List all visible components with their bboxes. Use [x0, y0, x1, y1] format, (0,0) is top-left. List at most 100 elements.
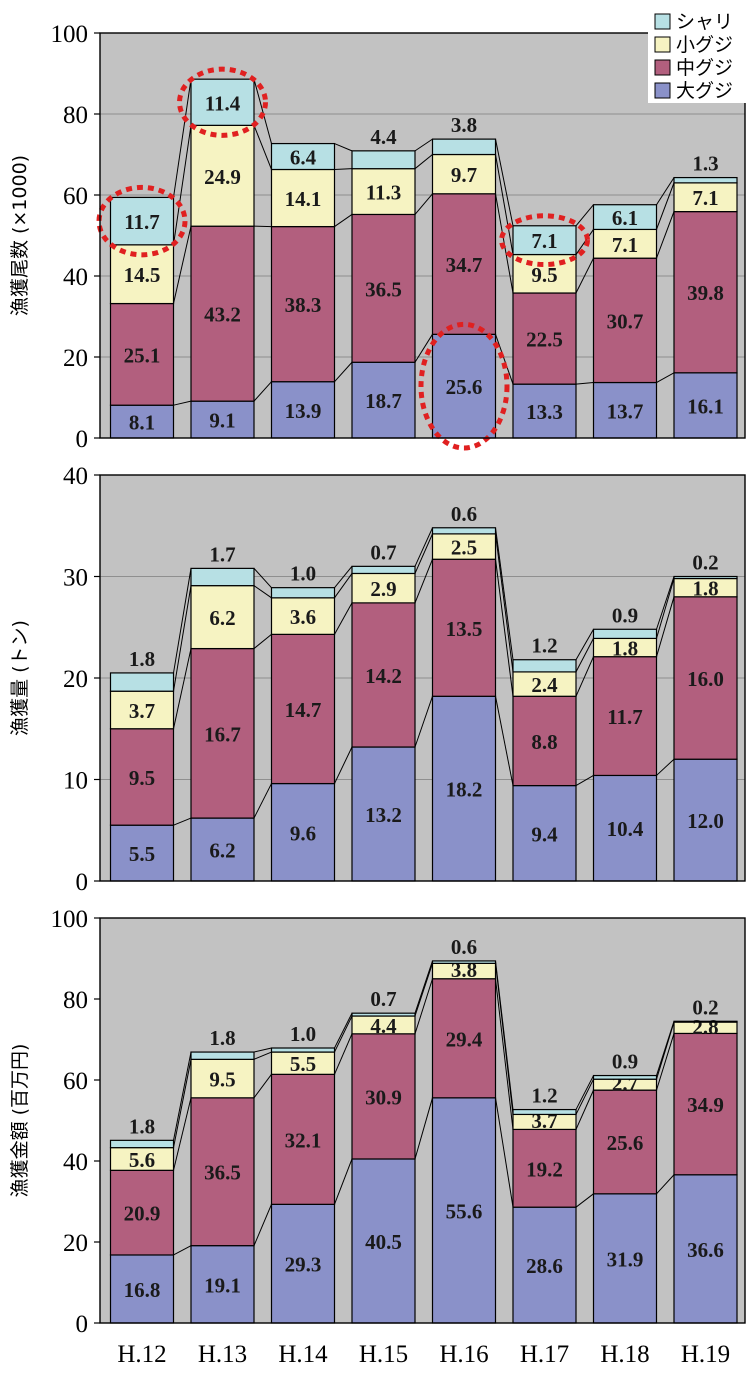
- bar-value-label-medium-H14: 14.7: [285, 698, 322, 722]
- bar-segment-shari-H12: [109, 1139, 175, 1149]
- bar-segment-shari-H19: [673, 176, 738, 184]
- bar-value-label-large-H16: 55.6: [446, 1199, 483, 1223]
- bar-segment-medium-H14: [270, 225, 336, 383]
- bar-value-label-small-H14: 5.5: [290, 1052, 316, 1076]
- legend-swatch: [654, 82, 671, 99]
- bar-segment-medium-H19: [673, 596, 738, 760]
- y-tick-label: 0: [76, 869, 89, 896]
- bar-segment-shari-H18: [592, 1074, 658, 1080]
- stack-connector-line: [173, 1097, 192, 1171]
- stack-connector-line: [575, 382, 594, 385]
- bar-value-label-large-H19: 36.6: [687, 1238, 724, 1262]
- bar-value-label-small-H16: 2.5: [451, 536, 477, 560]
- y-tick-label: 0: [76, 1311, 89, 1338]
- stack-connector-line: [575, 204, 594, 227]
- stack-connector-line: [334, 746, 353, 784]
- bar-segment-medium-H13: [190, 647, 255, 819]
- bar-value-label-shari-H14: 1.0: [290, 562, 316, 586]
- bar-segment-medium-H13: [190, 1097, 255, 1247]
- bar-value-label-shari-H13: 1.7: [209, 542, 235, 566]
- x-tick-label-H13: H.13: [198, 1341, 247, 1368]
- stack-connector-line: [334, 1033, 353, 1075]
- bar-value-label-small-H13: 9.5: [209, 1068, 235, 1092]
- bar-value-label-large-H17: 13.3: [526, 400, 563, 424]
- bar-segment-large-H19: [673, 1174, 738, 1324]
- bar-value-label-small-H15: 2.9: [370, 577, 396, 601]
- bar-value-label-large-H18: 10.4: [607, 817, 644, 841]
- bar-segment-medium-H17: [512, 695, 577, 787]
- bar-segment-small-H12: [109, 690, 175, 730]
- bar-value-label-medium-H17: 22.5: [526, 328, 563, 352]
- x-tick-label-H16: H.16: [439, 1341, 488, 1368]
- bar-value-label-shari-H13: 11.4: [205, 91, 241, 115]
- bar-value-label-shari-H12: 11.7: [124, 210, 160, 234]
- bar-value-label-shari-H18: 6.1: [612, 206, 638, 230]
- stack-connector-line: [253, 585, 272, 599]
- stack-connector-line: [173, 79, 192, 198]
- y-tick-label: 100: [51, 21, 89, 48]
- x-tick-label-H14: H.14: [278, 1341, 328, 1368]
- bar-value-label-medium-H19: 34.9: [687, 1093, 724, 1117]
- stack-connector-line: [495, 1097, 514, 1208]
- bar-value-label-large-H17: 28.6: [526, 1254, 563, 1278]
- bar-value-label-shari-H14: 6.4: [290, 146, 317, 170]
- stack-connector-line: [414, 559, 433, 604]
- bar-value-label-large-H17: 9.4: [531, 822, 558, 846]
- bar-value-label-medium-H14: 32.1: [285, 1128, 322, 1152]
- bar-value-label-shari-H17: 7.1: [531, 229, 557, 253]
- bar-value-label-small-H14: 14.1: [285, 187, 322, 211]
- bar-value-label-medium-H12: 25.1: [124, 343, 161, 367]
- bar-value-label-small-H19: 1.8: [692, 577, 718, 601]
- stack-connector-line: [334, 214, 353, 228]
- bar-value-label-small-H14: 3.6: [290, 605, 316, 629]
- bar-segment-shari-H16: [431, 527, 497, 535]
- bar-value-label-medium-H14: 38.3: [285, 293, 322, 317]
- bar-value-label-large-H16: 25.6: [446, 375, 483, 399]
- stack-connector-line: [656, 576, 675, 630]
- bar-segment-large-H13: [190, 1245, 255, 1324]
- bar-segment-large-H17: [512, 383, 577, 439]
- bar-value-label-medium-H13: 16.7: [204, 722, 241, 746]
- stack-connector-line: [173, 125, 192, 245]
- bar-segment-medium-H12: [109, 1169, 175, 1256]
- stack-connector-line: [656, 1174, 675, 1195]
- stack-connector-line: [656, 1021, 675, 1076]
- legend-label: 大グジ: [676, 80, 733, 102]
- stack-connector-line: [656, 758, 675, 776]
- legend-label: 小グジ: [676, 34, 733, 56]
- stack-connector-line: [173, 1245, 192, 1256]
- bar-segment-shari-H14: [270, 142, 336, 171]
- bar-value-label-shari-H17: 1.2: [531, 1084, 557, 1108]
- bar-value-label-small-H12: 14.5: [124, 263, 161, 287]
- bar-value-label-shari-H16: 0.6: [451, 502, 477, 526]
- stack-connector-line: [414, 193, 433, 215]
- stack-connector-line: [414, 527, 433, 567]
- bar-value-label-shari-H16: 0.6: [451, 935, 477, 959]
- bar-value-label-shari-H19: 1.3: [692, 152, 718, 176]
- stack-connector-line: [173, 1051, 192, 1141]
- y-axis-label: 漁獲量 (トン): [9, 620, 31, 736]
- bar-value-label-small-H13: 24.9: [204, 165, 241, 189]
- stack-connector-line: [656, 211, 675, 259]
- bar-segment-medium-H14: [270, 1073, 336, 1205]
- bar-segment-shari-H17: [512, 1108, 577, 1116]
- bar-value-label-large-H14: 29.3: [285, 1253, 322, 1277]
- y-tick-label: 100: [51, 906, 89, 933]
- plot-border: [99, 474, 746, 882]
- bar-segment-large-H16: [431, 1097, 497, 1324]
- stack-connector-line: [173, 585, 192, 692]
- y-tick-label: 0: [76, 426, 89, 453]
- bar-segment-shari-H14: [270, 1047, 336, 1053]
- bar-value-label-shari-H19: 0.2: [692, 551, 718, 575]
- bar-segment-small-H16: [431, 153, 497, 195]
- bar-segment-small-H13: [190, 585, 255, 650]
- chart-panel-3: 0 20 40 60 80 100 漁獲金額 (百万円) 16.8 20.9 5.6 1.8 19.1…: [9, 906, 746, 1338]
- stack-connector-line: [173, 568, 192, 674]
- bar-segment-small-H18: [592, 228, 658, 259]
- y-tick-label: 60: [63, 183, 88, 210]
- stack-connector-line: [495, 559, 514, 697]
- highlight-ellipse-H12: [96, 184, 188, 258]
- stack-connector-line: [575, 1075, 594, 1110]
- stack-connector-line: [414, 1097, 433, 1160]
